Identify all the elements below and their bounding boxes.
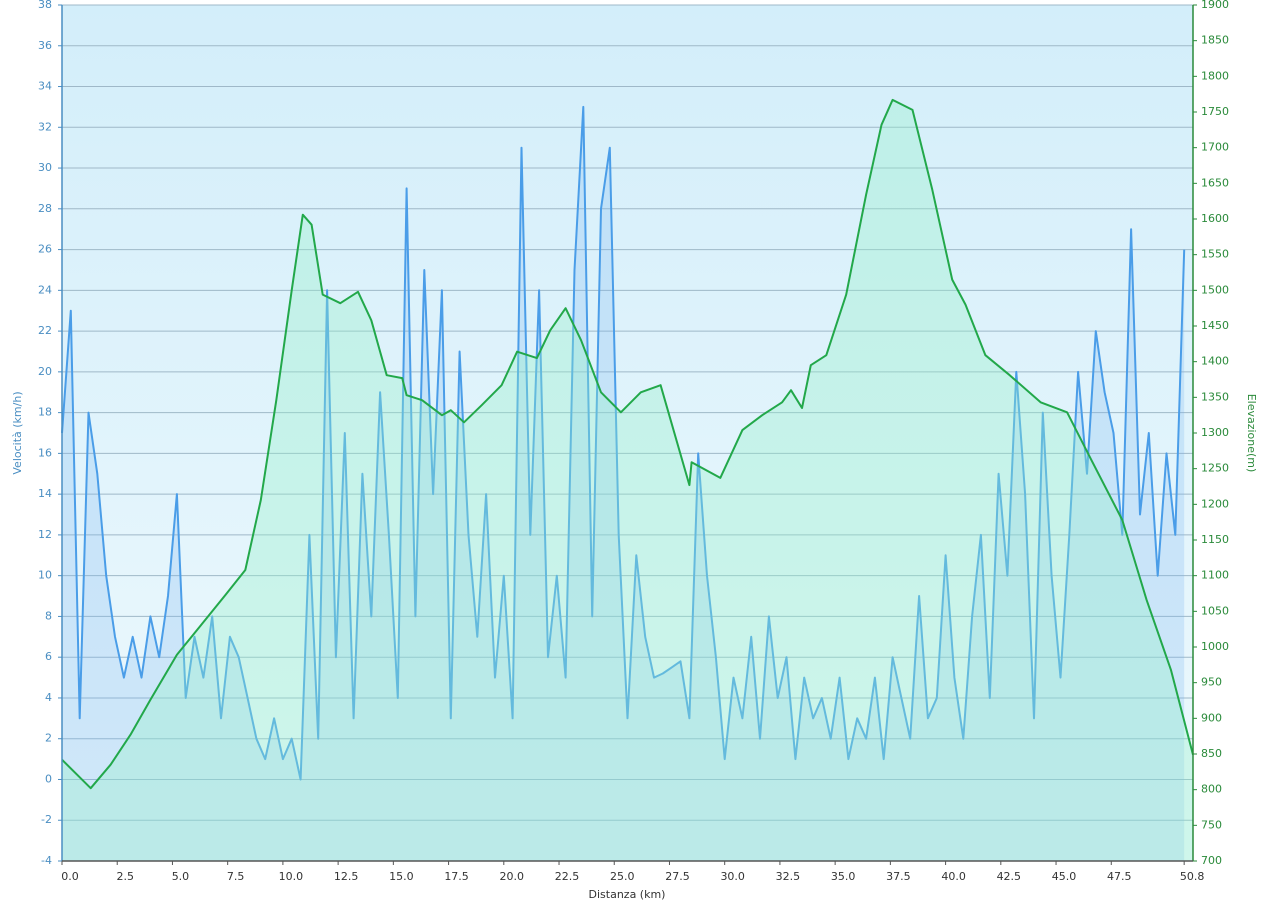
y-tick-label: -2 bbox=[41, 813, 52, 826]
x-axis-title: Distanza (km) bbox=[589, 888, 666, 901]
y-tick-label: 28 bbox=[38, 202, 52, 215]
y2-tick-label: 850 bbox=[1201, 747, 1222, 760]
x-tick-label: 15.0 bbox=[389, 870, 414, 883]
y2-tick-label: 1850 bbox=[1201, 34, 1229, 47]
line bbox=[61, 98, 1194, 790]
y-tick-label: 18 bbox=[38, 406, 52, 419]
x-tick-label: 10.0 bbox=[279, 870, 304, 883]
y2-tick-label: 1050 bbox=[1201, 604, 1229, 617]
y-tick-label: 38 bbox=[38, 0, 52, 11]
y2-tick-label: 1600 bbox=[1201, 212, 1229, 225]
y2-tick-label: 1400 bbox=[1201, 355, 1229, 368]
y-tick-label: 20 bbox=[38, 365, 52, 378]
y-tick-label: 0 bbox=[45, 772, 52, 785]
x-tick-label: 12.5 bbox=[334, 870, 359, 883]
x-tick-label: 0.0 bbox=[61, 870, 79, 883]
y2-tick-label: 800 bbox=[1201, 783, 1222, 796]
x-tick-label: 2.5 bbox=[116, 870, 134, 883]
y-tick-label: 6 bbox=[45, 650, 52, 663]
y2-tick-label: 1500 bbox=[1201, 283, 1229, 296]
x-tick-label: 32.5 bbox=[776, 870, 801, 883]
area bbox=[62, 106, 1185, 861]
y2-tick-label: 1000 bbox=[1201, 640, 1229, 653]
y-tick-label: -4 bbox=[41, 854, 52, 867]
x-tick-label: 35.0 bbox=[831, 870, 856, 883]
y-tick-label: 26 bbox=[38, 243, 52, 256]
y2-tick-label: 1450 bbox=[1201, 319, 1229, 332]
y2-tick-label: 1150 bbox=[1201, 533, 1229, 546]
x-tick-label: 47.5 bbox=[1107, 870, 1132, 883]
y-tick-label: 16 bbox=[38, 446, 52, 459]
y-tick-label: 14 bbox=[38, 487, 52, 500]
y2-tick-label: 750 bbox=[1201, 818, 1222, 831]
y2-tick-label: 1750 bbox=[1201, 105, 1229, 118]
y2-tick-label: 950 bbox=[1201, 676, 1222, 689]
y2-tick-label: 1900 bbox=[1201, 0, 1229, 11]
y-tick-label: 22 bbox=[38, 324, 52, 337]
y-tick-label: 32 bbox=[38, 120, 52, 133]
x-tick-label: 27.5 bbox=[665, 870, 690, 883]
x-tick-label: 40.0 bbox=[941, 870, 966, 883]
x-tick-label: 45.0 bbox=[1052, 870, 1077, 883]
x-tick-label: 42.5 bbox=[997, 870, 1022, 883]
y2-tick-label: 900 bbox=[1201, 711, 1222, 724]
y2-tick-label: 1100 bbox=[1201, 569, 1229, 582]
y-tick-label: 30 bbox=[38, 161, 52, 174]
y2-axis-title: Elevazione(m) bbox=[1245, 394, 1258, 473]
line bbox=[61, 105, 1186, 781]
y2-tick-label: 700 bbox=[1201, 854, 1222, 867]
x-tick-label: 17.5 bbox=[444, 870, 469, 883]
x-tick-label: 30.0 bbox=[720, 870, 745, 883]
y2-tick-label: 1550 bbox=[1201, 248, 1229, 261]
y2-tick-label: 1650 bbox=[1201, 176, 1229, 189]
x-tick-label: 20.0 bbox=[500, 870, 525, 883]
y-tick-label: 36 bbox=[38, 39, 52, 52]
x-tick-label: 22.5 bbox=[555, 870, 580, 883]
x-tick-label: 25.0 bbox=[610, 870, 635, 883]
y-axis-title: Velocità (km/h) bbox=[11, 391, 24, 474]
x-tick-label: 50.8 bbox=[1180, 870, 1205, 883]
y2-tick-label: 1200 bbox=[1201, 497, 1229, 510]
x-tick-label: 37.5 bbox=[886, 870, 911, 883]
y-tick-label: 4 bbox=[45, 691, 52, 704]
x-tick-label: 7.5 bbox=[227, 870, 245, 883]
y2-tick-label: 1250 bbox=[1201, 462, 1229, 475]
y2-tick-label: 1700 bbox=[1201, 141, 1229, 154]
y-tick-label: 12 bbox=[38, 528, 52, 541]
x-tick-label: 5.0 bbox=[172, 870, 190, 883]
y-tick-label: 8 bbox=[45, 609, 52, 622]
area bbox=[62, 99, 1193, 861]
y-tick-label: 24 bbox=[38, 283, 52, 296]
y2-tick-label: 1800 bbox=[1201, 69, 1229, 82]
y-tick-label: 34 bbox=[38, 80, 52, 93]
y-tick-label: 2 bbox=[45, 732, 52, 745]
y2-tick-label: 1300 bbox=[1201, 426, 1229, 439]
y-tick-label: 10 bbox=[38, 569, 52, 582]
y2-tick-label: 1350 bbox=[1201, 390, 1229, 403]
